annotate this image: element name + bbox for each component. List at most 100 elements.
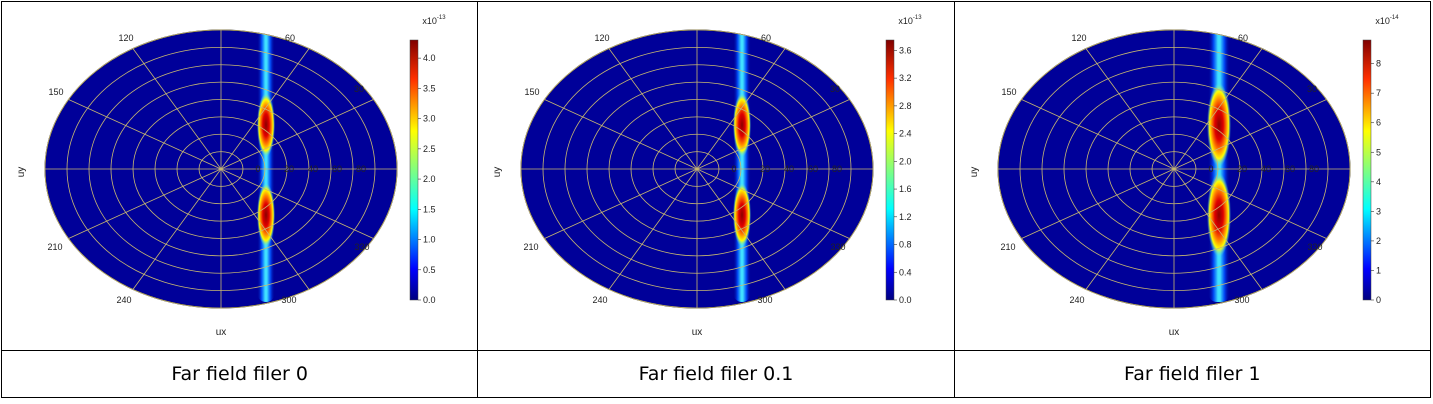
far-field-plot-filter-0-1: 0 30 60 120 150 210 240 300 330 20 40 60 80 ux uy x10-1… (492, 15, 923, 338)
grid-spoke (1021, 99, 1174, 170)
y-axis-label: uy (492, 167, 503, 178)
radial-label-60: 60 (808, 164, 818, 174)
grid-spoke (544, 99, 698, 170)
grid-spoke (544, 168, 698, 239)
x-axis-label: ux (1168, 327, 1179, 338)
colorbar-label-0.4: 0.4 (899, 267, 912, 277)
grid-spoke (697, 48, 786, 170)
radial-label-60: 60 (332, 164, 342, 174)
x-axis-label: ux (692, 327, 703, 338)
colorbar-label-3: 3 (1376, 206, 1381, 216)
radial-label-20: 20 (760, 164, 770, 174)
radial-label-40: 40 (308, 164, 318, 174)
colorbar-label-0: 0 (1376, 295, 1381, 305)
angle-label-60: 60 (285, 33, 295, 43)
radial-label-60: 60 (1285, 164, 1295, 174)
plot-cell-3: 0 30 60 120 150 210 240 300 330 20 40 60 80 ux uy x10-1… (953, 1, 1432, 351)
grid-spoke (220, 168, 310, 290)
grid-spoke (609, 168, 698, 290)
hotspot-lower (1206, 173, 1231, 257)
angle-label-120: 120 (118, 33, 133, 43)
polar-grid (997, 29, 1351, 309)
colorbar-label-0.8: 0.8 (899, 240, 912, 250)
far-field-plot-filter-0: 0 30 60 120 150 210 240 300 330 20 40 60 80 ux uy x10-1… (16, 15, 446, 338)
grid-spoke (220, 99, 374, 170)
colorbar (886, 39, 895, 301)
angle-label-150: 150 (525, 87, 540, 97)
radial-label-20: 20 (284, 164, 294, 174)
radial-label-40: 40 (1261, 164, 1271, 174)
colorbar-label-2.0: 2.0 (899, 156, 912, 166)
angle-label-30: 30 (1307, 84, 1317, 94)
grid-spoke (220, 48, 310, 170)
radial-label-80: 80 (356, 164, 366, 174)
colorbar-label-1.0: 1.0 (423, 235, 436, 245)
y-axis-label: uy (16, 167, 27, 178)
angle-label-210: 210 (47, 242, 62, 252)
plot-cell-2: 0 30 60 120 150 210 240 300 330 20 40 60 80 ux uy x10-1… (477, 1, 955, 351)
grid-spoke (609, 48, 698, 170)
polar-grid (44, 29, 398, 309)
colorbar-label-0.0: 0.0 (899, 295, 912, 305)
colorbar (409, 39, 419, 301)
grid-spoke (1173, 48, 1262, 170)
grid-spoke (132, 48, 222, 170)
grid-spoke (697, 168, 850, 239)
colorbar-exponent: x10-14 (1375, 15, 1399, 26)
colorbar-label-7: 7 (1376, 88, 1381, 98)
angle-label-150: 150 (1001, 87, 1016, 97)
colorbar-label-2.0: 2.0 (423, 174, 436, 184)
angle-label-210: 210 (1000, 242, 1015, 252)
y-axis-label: uy (969, 167, 980, 178)
hotspot-upper (733, 93, 752, 157)
angle-label-60: 60 (1238, 33, 1248, 43)
grid-spoke (68, 99, 222, 170)
polar-grid (520, 29, 874, 309)
angle-label-210: 210 (524, 242, 539, 252)
radial-label-20: 20 (1237, 164, 1247, 174)
grid-spoke (220, 168, 374, 239)
caption-filter-0-1: Far field filer 0.1 (477, 350, 955, 398)
grid-spoke (697, 168, 786, 290)
colorbar-label-3.2: 3.2 (899, 73, 912, 83)
intensity-layer (257, 30, 275, 302)
hotspot-upper (257, 93, 275, 157)
radial-label-40: 40 (784, 164, 794, 174)
grid-spoke (132, 168, 222, 290)
colorbar-label-1.6: 1.6 (899, 184, 912, 194)
x-axis-label: ux (216, 327, 227, 338)
angle-label-240: 240 (593, 295, 608, 305)
colorbar-label-3.0: 3.0 (423, 114, 436, 124)
angle-label-0: 0 (255, 164, 260, 174)
angle-label-0: 0 (732, 164, 737, 174)
colorbar-label-6: 6 (1376, 118, 1381, 128)
colorbar-label-5: 5 (1376, 147, 1381, 157)
colorbar-exponent: x10-13 (899, 15, 923, 26)
angle-label-330: 330 (1307, 242, 1322, 252)
angle-label-30: 30 (830, 84, 840, 94)
grid-spoke (1021, 168, 1174, 239)
colorbar-label-1: 1 (1376, 265, 1381, 275)
colorbar-label-2.5: 2.5 (423, 144, 436, 154)
colorbar-label-1.5: 1.5 (423, 204, 436, 214)
caption-filter-1: Far field filer 1 (953, 350, 1432, 398)
colorbar-label-3.6: 3.6 (899, 45, 912, 55)
angle-label-240: 240 (1069, 295, 1084, 305)
radial-label-80: 80 (1309, 164, 1319, 174)
colorbar-label-8: 8 (1376, 59, 1381, 69)
colorbar-label-1.2: 1.2 (899, 212, 912, 222)
grid-spoke (1085, 48, 1174, 170)
caption-filter-0: Far field filer 0 (0, 350, 479, 398)
angle-label-60: 60 (761, 33, 771, 43)
angle-label-120: 120 (595, 33, 610, 43)
angle-label-330: 330 (831, 242, 846, 252)
colorbar-label-0.0: 0.0 (423, 295, 436, 305)
colorbar-label-4: 4 (1376, 177, 1381, 187)
angle-label-300: 300 (758, 295, 773, 305)
grid-spoke (1173, 99, 1327, 170)
angle-label-300: 300 (281, 295, 296, 305)
colorbar (1362, 39, 1371, 301)
angle-label-0: 0 (1208, 164, 1213, 174)
